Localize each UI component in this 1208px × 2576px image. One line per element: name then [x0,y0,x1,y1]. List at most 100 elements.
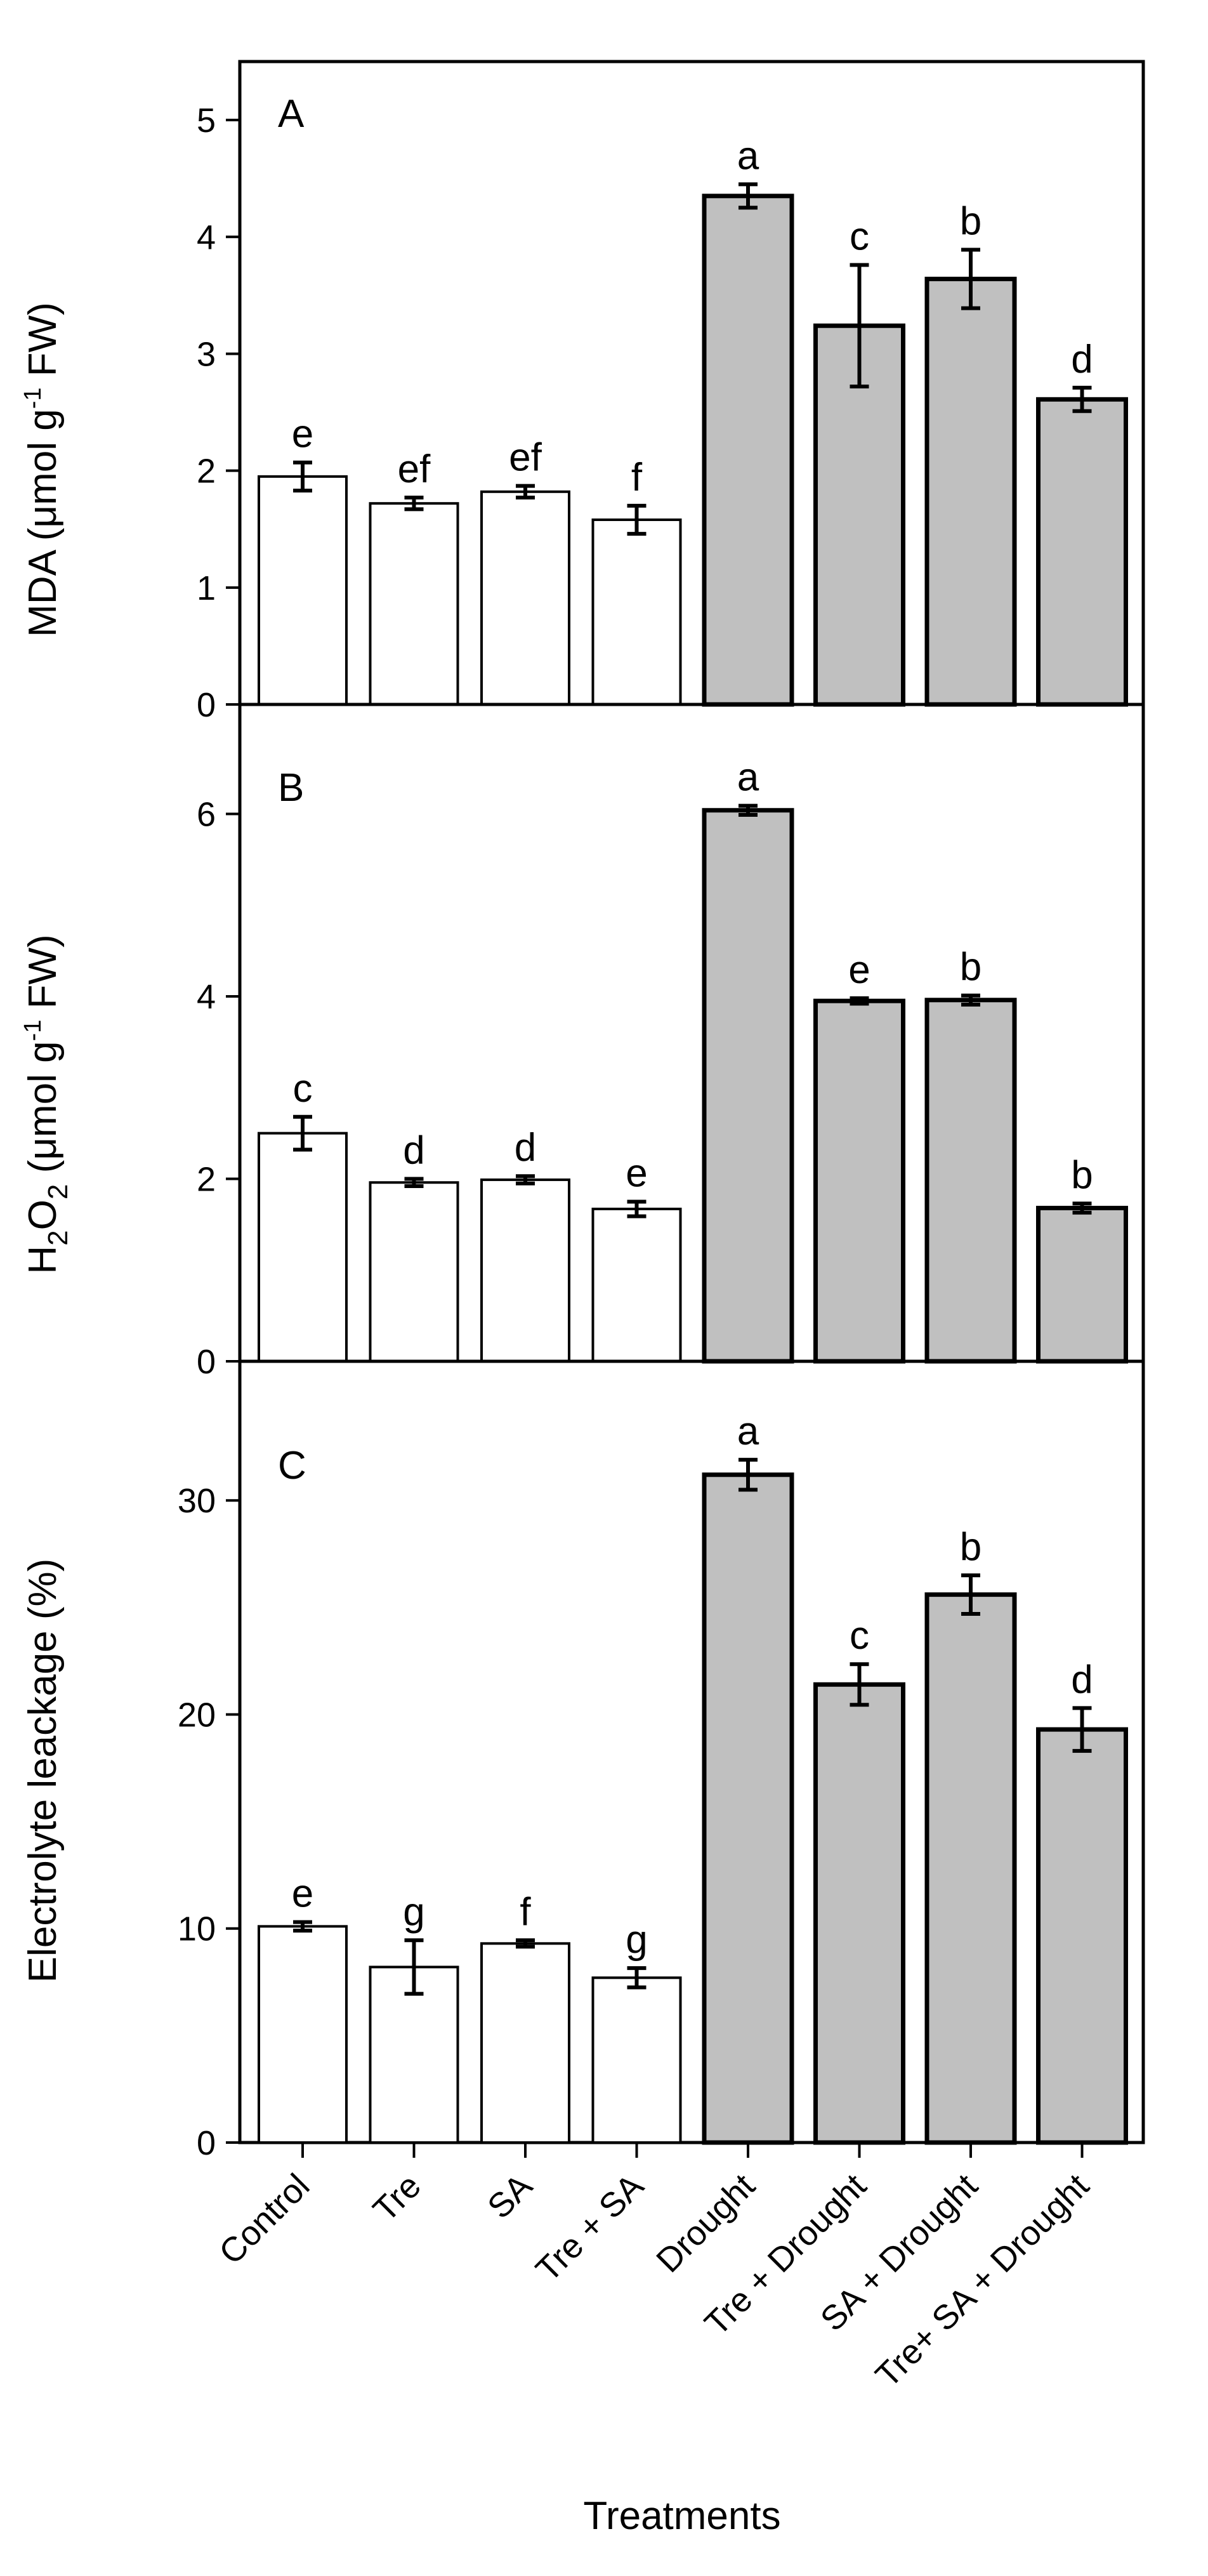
significance-letter: b [1071,1153,1093,1197]
y-tick-label: 2 [197,1161,216,1199]
error-bar [404,495,424,512]
x-category-label: Drought [649,2167,762,2280]
bar-tre [369,1965,459,2144]
significance-letter: e [848,948,870,992]
bar-tre-sa [591,1976,682,2144]
error-bar [961,248,980,310]
significance-letter: e [626,1151,647,1195]
y-tick-label: 0 [197,1343,216,1381]
panel-letter: B [278,766,304,810]
error-bar [739,803,758,817]
y-tick-label: 6 [197,796,216,834]
bar-tre [369,1181,459,1363]
y-tick-label: 4 [197,978,216,1016]
significance-letter: e [292,413,313,456]
significance-letter: d [515,1126,536,1170]
error-bar [293,1920,312,1933]
error-bar [739,1458,758,1492]
y-tick-label: 0 [197,2124,216,2162]
y-tick-label: 1 [197,569,216,607]
bar-tre-drought [813,998,905,1364]
error-bar [1072,1706,1092,1753]
significance-letter: a [737,134,759,178]
y-axis-title-c: Electrolyte leackage (%) [21,1559,65,1983]
bar-drought [702,194,794,707]
panel-letter: A [278,92,305,136]
error-bar [961,993,980,1007]
x-category-label: Tre [366,2167,428,2229]
bar-sa-drought [924,998,1017,1364]
panel-b: B H2O2 (μmol g-1 FW) 0 2 4 6 c d d e a e b b [20,703,1145,1381]
x-category-label: Control [212,2167,317,2272]
panel-letter: C [278,1444,306,1488]
significance-letter: b [960,946,982,989]
error-bar [627,503,647,536]
error-bar [850,263,869,389]
x-category-label: Tre+ SA + Drought [869,2167,1096,2394]
bar-tre [369,502,459,706]
significance-letter: ef [398,447,431,491]
significance-letter: e [292,1872,313,1916]
y-tick-label: 5 [197,102,216,140]
x-axis-title: Treatments [583,2494,780,2538]
bar-control [258,1132,348,1363]
error-bar [516,1938,535,1949]
y-tick-label: 3 [197,335,216,373]
bar-tre-sa [591,518,682,706]
bar-sa-drought [924,277,1017,707]
plot-frame [238,1359,1145,2144]
y-tick-label: 2 [197,452,216,491]
significance-letter: d [1071,1658,1093,1701]
bar-control [258,475,348,706]
error-bar [293,460,312,492]
x-category-label: Tre + SA [528,2167,651,2289]
y-tick-label: 10 [178,1910,216,1948]
significance-letter: a [737,756,759,800]
error-bar [961,1573,980,1616]
significance-letter: g [626,1918,647,1962]
panel-c: C Electrolyte leackage (%) 0 10 20 30 e g f g a c… [21,1359,1145,2162]
significance-letter: c [850,215,869,258]
significance-letter: b [960,200,982,244]
y-axis-title-a: MDA (μmol g-1 FW) [20,302,65,637]
significance-letter: f [520,1890,531,1934]
bar-sa [480,1942,570,2144]
significance-letter: g [403,1890,424,1934]
error-bar [627,1966,647,1990]
y-tick-label: 30 [178,1482,216,1520]
bar-tre-sa-drought [1036,1727,1128,2145]
bar-drought [702,1472,794,2145]
error-bar [627,1199,647,1219]
bar-tre-sa [591,1207,682,1363]
error-bar [516,1174,535,1186]
error-bar [404,1177,424,1188]
bar-control [258,1925,348,2144]
significance-letter: a [737,1410,759,1453]
error-bar [739,182,758,210]
bar-tre-sa-drought [1036,1206,1128,1364]
y-tick-label: 20 [178,1696,216,1734]
x-category-label: SA [480,2167,539,2226]
error-bar [850,996,869,1006]
bar-sa [480,490,570,706]
panel-a: A MDA (μmol g-1 FW) 0 1 2 3 4 5 e ef ef f a c b d [20,60,1145,724]
error-bar [516,484,535,499]
error-bar [1072,1201,1092,1215]
bar-sa-drought [924,1592,1017,2145]
significance-letter: b [960,1525,982,1569]
significance-letter: d [403,1129,424,1173]
significance-letter: ef [509,436,542,480]
significance-letter: d [1071,338,1093,381]
bar-tre-sa-drought [1036,397,1128,707]
bar-tre-drought [813,1682,905,2145]
y-axis-title-b: H2O2 (μmol g-1 FW) [20,934,74,1274]
error-bar [1072,385,1092,413]
significance-letter: c [293,1067,313,1111]
error-bar [293,1114,312,1152]
y-tick-label: 0 [197,686,216,724]
y-tick-label: 4 [197,218,216,256]
error-bar [850,1662,869,1707]
significance-letter: f [631,456,643,499]
